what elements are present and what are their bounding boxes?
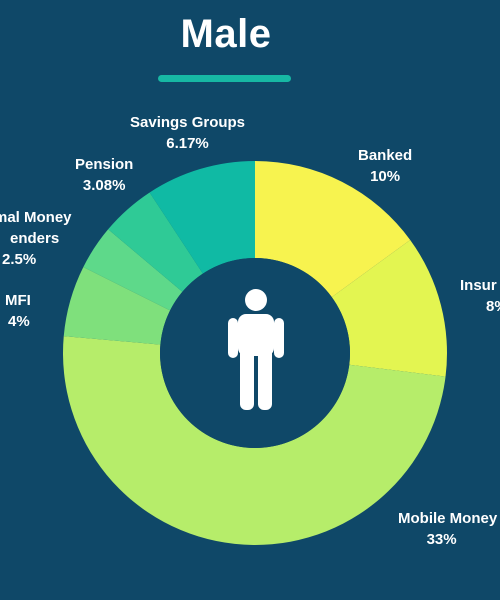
title-underline bbox=[158, 75, 291, 82]
slice-label-name-line-1: mal Money bbox=[0, 209, 72, 226]
slice-label-name: Savings Groups bbox=[130, 114, 246, 131]
chart-title: Male bbox=[180, 12, 272, 56]
slice-label-informal-money-lenders: mal Money enders 2.5% bbox=[0, 207, 72, 270]
slice-label-name: Pension bbox=[75, 156, 134, 173]
slice-label-value: 10% bbox=[370, 168, 401, 185]
slice-label-mobile-money: Mobile Money 33% bbox=[398, 508, 497, 550]
slice-label-insurance: Insur 8% bbox=[460, 275, 500, 317]
slice-label-pension: Pension 3.08% bbox=[75, 154, 133, 196]
slice-label-name: Mobile Money bbox=[398, 510, 498, 527]
slice-label-mfi: MFI 4% bbox=[5, 290, 31, 332]
donut-slice-mfi bbox=[63, 266, 171, 345]
slice-label-name: MFI bbox=[5, 292, 31, 309]
slice-label-name-line-2: enders bbox=[10, 230, 60, 247]
donut-slice-mal-money-enders bbox=[83, 229, 183, 311]
slice-label-value: 8% bbox=[486, 298, 500, 315]
slice-label-value: 6.17% bbox=[166, 135, 209, 152]
donut-slice-pension bbox=[108, 192, 203, 292]
donut-slices bbox=[62, 161, 447, 546]
slice-label-name: Banked bbox=[358, 147, 413, 164]
slice-label-value: 33% bbox=[426, 531, 457, 548]
slice-label-name: Insur bbox=[460, 277, 497, 294]
slice-label-banked: Banked 10% bbox=[358, 145, 412, 187]
donut-slice-mobile-money bbox=[62, 336, 446, 546]
slice-label-value: 3.08% bbox=[82, 177, 126, 194]
slice-label-value: 2.5% bbox=[2, 251, 37, 268]
person-icon bbox=[228, 289, 284, 410]
slice-label-savings-groups: Savings Groups 6.17% bbox=[130, 112, 245, 154]
donut-slice-savings-groups bbox=[149, 161, 255, 274]
slice-label-value: 4% bbox=[8, 313, 30, 330]
donut-slice-banked bbox=[255, 161, 411, 298]
donut-slice-insur bbox=[331, 239, 447, 377]
